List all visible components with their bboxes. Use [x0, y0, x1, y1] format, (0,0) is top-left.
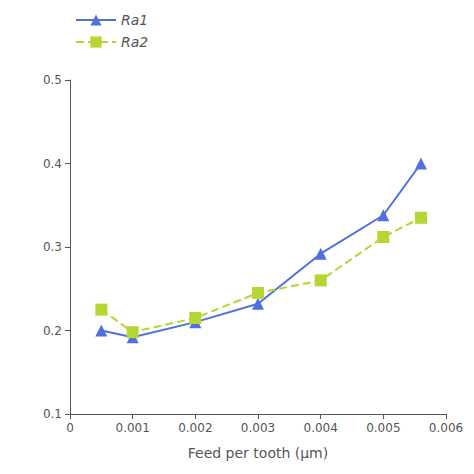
svg-text:0.006: 0.006	[429, 421, 463, 435]
svg-text:0.3: 0.3	[43, 240, 62, 254]
svg-text:Feed per tooth (μm): Feed per tooth (μm)	[188, 445, 328, 461]
svg-text:Ra1: Ra1	[121, 12, 148, 28]
svg-text:0.005: 0.005	[366, 421, 400, 435]
svg-text:Ra2: Ra2	[121, 34, 148, 50]
svg-text:0.004: 0.004	[303, 421, 337, 435]
svg-text:0.003: 0.003	[241, 421, 275, 435]
svg-text:0.2: 0.2	[43, 324, 62, 338]
svg-text:0.4: 0.4	[43, 157, 62, 171]
svg-text:0: 0	[66, 421, 74, 435]
svg-text:0.5: 0.5	[43, 73, 62, 87]
svg-text:0.1: 0.1	[43, 407, 62, 421]
svg-text:0.002: 0.002	[178, 421, 212, 435]
svg-text:0.001: 0.001	[115, 421, 149, 435]
